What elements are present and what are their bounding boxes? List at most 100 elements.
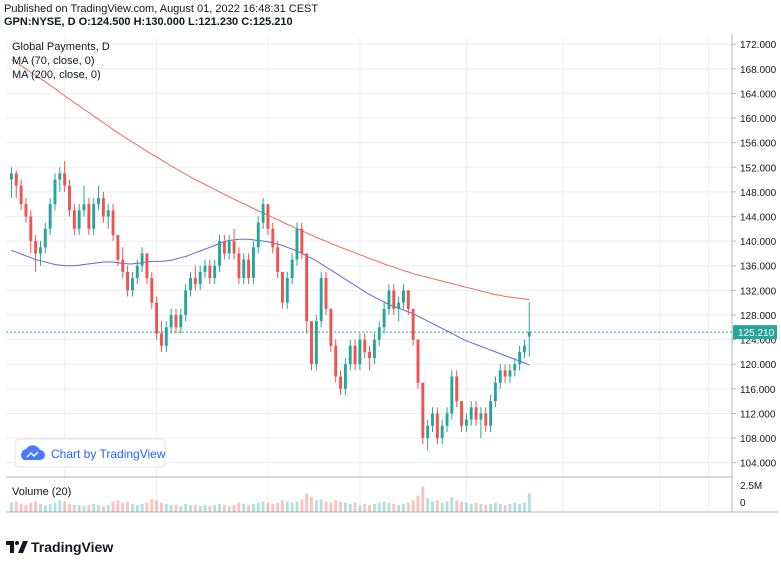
y-tick-label: 148.000 xyxy=(740,188,777,199)
volume-bar-down xyxy=(116,500,120,512)
volume-bar-down xyxy=(150,499,154,512)
candle-up xyxy=(53,173,57,211)
volume-bar-down xyxy=(484,505,488,512)
candlestick-chart[interactable]: 172.000 168.000 164.000 160.000 156.000 152.0… xyxy=(4,34,778,528)
candle-body xyxy=(174,314,178,328)
candle-down xyxy=(329,308,333,352)
candle-down xyxy=(460,401,463,432)
volume-bar-up xyxy=(377,502,381,512)
candle-up xyxy=(92,198,96,235)
candle-body xyxy=(329,308,333,346)
candle-down xyxy=(339,370,342,395)
volume-bar-up xyxy=(285,501,289,512)
candle-body xyxy=(218,241,221,266)
volume-bar-up xyxy=(527,493,531,512)
y-tick-label: 124.000 xyxy=(740,336,777,347)
y-tick-label: 168.000 xyxy=(740,65,777,76)
last-price-badge-bg xyxy=(733,325,777,340)
legend-volume: Volume (20) xyxy=(12,486,71,498)
candle-body xyxy=(334,345,338,377)
volume-bar-up xyxy=(130,503,134,512)
volume-bar-up xyxy=(251,503,255,512)
candle-up xyxy=(314,314,318,371)
candle-body xyxy=(377,327,381,340)
candle-body xyxy=(435,413,439,439)
legend-ma70: MA (70, close, 0) xyxy=(12,55,95,67)
volume-bar-down xyxy=(121,502,125,512)
candle-body xyxy=(426,425,430,439)
volume-bar-up xyxy=(77,505,81,512)
candle-body xyxy=(169,314,173,328)
candle-body xyxy=(271,228,275,248)
candle-body xyxy=(242,259,246,279)
candle-up xyxy=(445,407,449,432)
tradingview-logo-icon xyxy=(6,540,28,556)
chart-frame[interactable]: 172.000 168.000 164.000 160.000 156.000 152.0… xyxy=(4,34,778,528)
y-tick-label: 108.000 xyxy=(740,434,777,445)
last-price-value: 125.210 xyxy=(738,328,775,339)
candle-down xyxy=(300,222,304,260)
candle-body xyxy=(179,314,183,328)
candle-up xyxy=(464,413,468,432)
volume-bar-up xyxy=(198,506,202,512)
candle-up xyxy=(77,204,81,235)
candle-body xyxy=(353,345,357,365)
ma70-line xyxy=(11,238,530,366)
price-axis[interactable]: 172.000 168.000 164.000 160.000 156.000 152.0… xyxy=(732,40,777,509)
candle-body xyxy=(145,253,149,279)
volume-bar-down xyxy=(24,505,28,512)
y-tick-label: 128.000 xyxy=(740,311,777,322)
candle-up xyxy=(48,198,52,235)
candle-body xyxy=(213,265,217,279)
candle-up xyxy=(135,259,139,285)
candle-body xyxy=(227,241,231,254)
candle-body xyxy=(402,290,405,303)
candles-layer xyxy=(9,161,531,451)
volume-bar-down xyxy=(271,503,275,512)
volume-bar-down xyxy=(305,493,309,512)
candle-body xyxy=(392,290,396,309)
candle-down xyxy=(150,271,154,309)
volume-bar-up xyxy=(479,503,483,512)
volume-bar-down xyxy=(392,503,396,512)
candle-up xyxy=(58,167,62,192)
candle-up xyxy=(43,222,47,254)
volume-bar-up xyxy=(218,503,221,512)
candle-down xyxy=(111,204,115,242)
y-tick-label: 104.000 xyxy=(740,459,777,470)
candle-body xyxy=(261,204,265,223)
footer-brand[interactable]: TradingView xyxy=(6,539,113,556)
candle-down xyxy=(193,265,197,291)
volume-bar-up xyxy=(426,498,430,512)
candle-body xyxy=(198,271,202,285)
volume-bar-up xyxy=(203,505,207,512)
candle-down xyxy=(160,321,163,352)
candle-body xyxy=(150,278,154,303)
candle-body xyxy=(256,222,260,248)
volume-bar-up xyxy=(97,505,100,512)
volume-bar-up xyxy=(184,503,188,512)
ticker-ohlc-line: GPN:NYSE, D O:124.500 H:130.000 L:121.23… xyxy=(4,16,293,28)
y-tick-label: 156.000 xyxy=(740,139,777,150)
volume-bar-up xyxy=(513,502,517,512)
volume-bar-up xyxy=(440,502,444,512)
volume-bar-down xyxy=(160,502,163,512)
y-tick-label: 120.000 xyxy=(740,360,777,371)
candle-up xyxy=(348,339,352,371)
candle-body xyxy=(72,210,76,229)
y-tick-label: 144.000 xyxy=(740,212,777,223)
volume-bar-down xyxy=(68,503,71,512)
y-tick-label: 152.000 xyxy=(740,163,777,174)
volume-bar-down xyxy=(247,505,251,512)
candle-up xyxy=(397,296,401,322)
candle-down xyxy=(101,191,105,223)
watermark[interactable]: Chart by TradingView xyxy=(14,438,166,468)
volume-bar-up xyxy=(498,503,502,512)
volume-bar-down xyxy=(368,505,372,512)
candle-up xyxy=(184,284,188,322)
candle-up xyxy=(256,216,260,254)
candle-body xyxy=(416,339,420,383)
candle-down xyxy=(34,234,38,272)
candle-down xyxy=(24,198,28,223)
candle-down xyxy=(68,179,71,217)
